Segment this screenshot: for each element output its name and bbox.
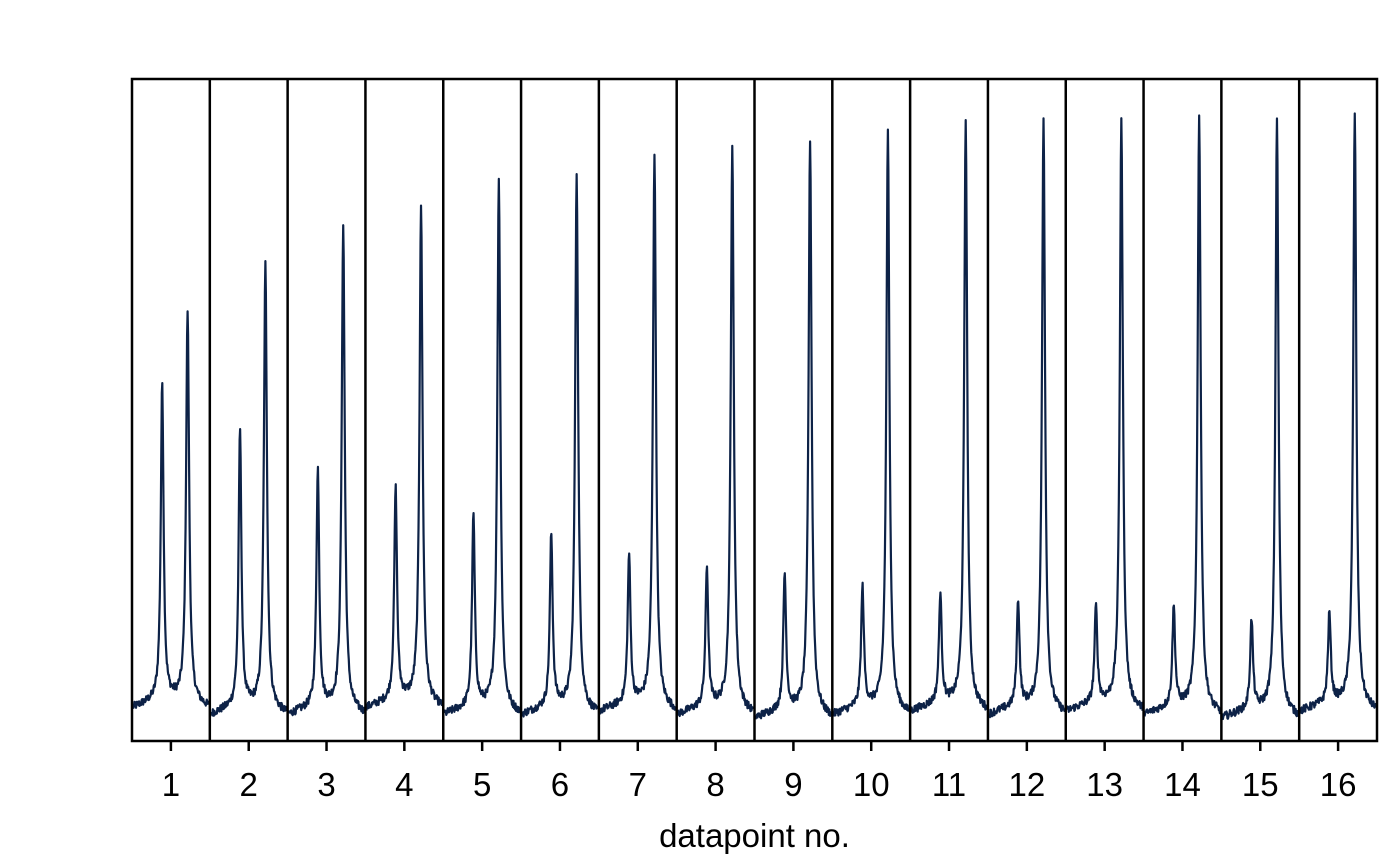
- x-tick-label: 1: [162, 766, 180, 803]
- x-tick-label: 5: [473, 766, 491, 803]
- spectrum-trace-15: [1221, 117, 1299, 721]
- x-tick-label: 3: [317, 766, 335, 803]
- x-tick-label: 9: [784, 766, 802, 803]
- spectrum-trace-6: [520, 173, 599, 718]
- x-axis-label: datapoint no.: [659, 817, 850, 854]
- spectrum-trace-12: [987, 117, 1066, 719]
- x-tick-label: 12: [1008, 766, 1045, 803]
- x-tick-label: 13: [1086, 766, 1123, 803]
- spectrum-trace-8: [676, 144, 755, 718]
- spectrum-trace-1: [131, 310, 210, 709]
- plot-frame: [130, 77, 1379, 743]
- traces-group: [131, 112, 1378, 721]
- spectrum-trace-5: [443, 177, 522, 716]
- x-tick-label: 14: [1164, 766, 1201, 803]
- panel-dividers: [208, 79, 1301, 741]
- spectrum-trace-11: [910, 119, 988, 714]
- spectrum-trace-10: [832, 128, 911, 717]
- x-tick-label: 8: [706, 766, 724, 803]
- spectrum-trace-14: [1143, 114, 1222, 717]
- spectrum-trace-2: [209, 260, 288, 717]
- spectrum-trace-13: [1065, 117, 1144, 713]
- x-tick-label: 6: [551, 766, 569, 803]
- x-tick-label: 2: [240, 766, 258, 803]
- spectrum-trace-4: [365, 204, 444, 711]
- x-tick-label: 11: [932, 766, 966, 803]
- x-ticks: [169, 741, 1340, 751]
- x-tick-labels: 1 2 3 4 5 6 7 8 9 10 11 12 13 14 15 16: [162, 766, 1357, 803]
- spectrum-trace-3: [287, 224, 366, 717]
- x-tick-label: 15: [1242, 766, 1279, 803]
- spectrum-trace-9: [754, 140, 832, 720]
- x-tick-label: 10: [853, 766, 890, 803]
- x-tick-label: 4: [395, 766, 413, 803]
- x-tick-label: 16: [1320, 766, 1357, 803]
- x-tick-label: 7: [629, 766, 647, 803]
- spectrum-trace-16: [1299, 112, 1378, 715]
- spectrum-trace-7: [598, 153, 677, 715]
